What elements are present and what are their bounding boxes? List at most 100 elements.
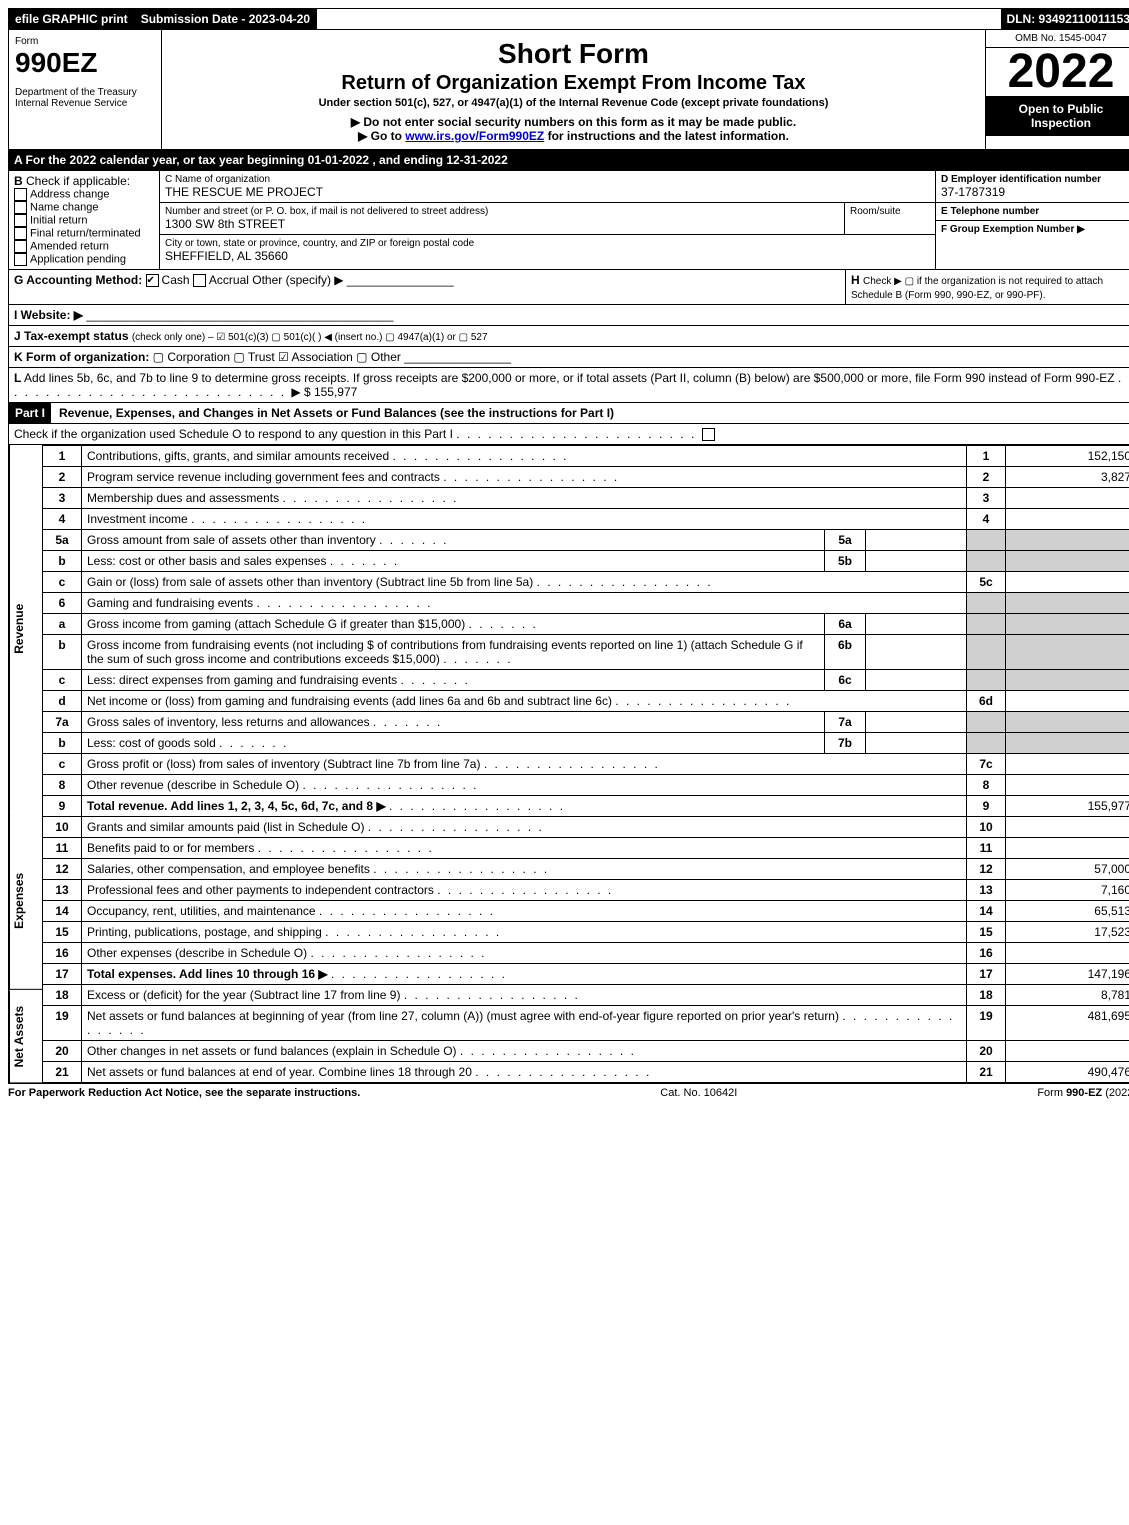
sub-line-number: 5a bbox=[825, 530, 866, 551]
section-h: H Check ▶ ▢ if the organization is not r… bbox=[846, 270, 1129, 304]
line-ref-number: 16 bbox=[967, 943, 1006, 964]
section-b-label: B bbox=[14, 174, 23, 188]
line-desc: Contributions, gifts, grants, and simila… bbox=[82, 446, 967, 467]
line-desc: Gross income from gaming (attach Schedul… bbox=[82, 614, 825, 635]
line-amount: 481,695 bbox=[1006, 1006, 1129, 1041]
line-row: 7aGross sales of inventory, less returns… bbox=[43, 712, 1129, 733]
part-1-header: Part I Revenue, Expenses, and Changes in… bbox=[8, 403, 1129, 424]
checkbox-icon[interactable] bbox=[14, 214, 27, 227]
section-k: K Form of organization: ▢ Corporation ▢ … bbox=[8, 347, 1129, 368]
line-desc: Benefits paid to or for members . . . . … bbox=[82, 838, 967, 859]
line-desc: Gross sales of inventory, less returns a… bbox=[82, 712, 825, 733]
line-ref-number: 1 bbox=[967, 446, 1006, 467]
line-row: 12Salaries, other compensation, and empl… bbox=[43, 859, 1129, 880]
section-j-label: J Tax-exempt status bbox=[14, 329, 129, 343]
section-i-label: I Website: ▶ bbox=[14, 308, 83, 322]
checkbox-icon[interactable] bbox=[14, 201, 27, 214]
header-mid: Short Form Return of Organization Exempt… bbox=[162, 30, 985, 149]
line-number: 8 bbox=[43, 775, 82, 796]
line-desc: Less: cost or other basis and sales expe… bbox=[82, 551, 825, 572]
line-number: a bbox=[43, 614, 82, 635]
section-j-text: (check only one) – ☑ 501(c)(3) ▢ 501(c)(… bbox=[132, 332, 488, 343]
sub-line-amount bbox=[866, 530, 967, 551]
line-desc: Gaming and fundraising events . . . . . … bbox=[82, 593, 967, 614]
short-form-title: Short Form bbox=[168, 38, 979, 70]
line-amount: 8,781 bbox=[1006, 985, 1129, 1006]
irs-link[interactable]: www.irs.gov/Form990EZ bbox=[405, 129, 544, 143]
line-amount-shaded bbox=[1006, 614, 1129, 635]
line-ref-number: 19 bbox=[967, 1006, 1006, 1041]
line-amount-shaded bbox=[1006, 551, 1129, 572]
section-b-item[interactable]: Address change bbox=[14, 188, 154, 201]
line-row: 19Net assets or fund balances at beginni… bbox=[43, 1006, 1129, 1041]
line-row: dNet income or (loss) from gaming and fu… bbox=[43, 691, 1129, 712]
lines-container: Revenue Expenses Net Assets 1Contributio… bbox=[8, 445, 1129, 1083]
checkbox-icon[interactable] bbox=[14, 253, 27, 266]
accrual-checkbox[interactable] bbox=[193, 274, 206, 287]
line-amount: 152,150 bbox=[1006, 446, 1129, 467]
line-ref-number: 15 bbox=[967, 922, 1006, 943]
line-number: c bbox=[43, 670, 82, 691]
line-desc: Net assets or fund balances at end of ye… bbox=[82, 1062, 967, 1083]
line-number: b bbox=[43, 733, 82, 754]
section-g-label: G Accounting Method: bbox=[14, 273, 142, 287]
line-number: 3 bbox=[43, 488, 82, 509]
line-row: aGross income from gaming (attach Schedu… bbox=[43, 614, 1129, 635]
line-number: b bbox=[43, 635, 82, 670]
section-b-item[interactable]: Application pending bbox=[14, 253, 154, 266]
dln-label: DLN: 93492110011153 bbox=[1001, 9, 1129, 29]
section-k-label: K Form of organization: bbox=[14, 350, 149, 364]
section-b-item[interactable]: Final return/terminated bbox=[14, 227, 154, 240]
part-1-checkbox[interactable] bbox=[702, 428, 715, 441]
checkbox-icon[interactable] bbox=[14, 240, 27, 253]
section-d-label: D Employer identification number bbox=[941, 174, 1129, 185]
checkbox-icon[interactable] bbox=[14, 227, 27, 240]
line-amount-shaded bbox=[1006, 530, 1129, 551]
line-ref-number: 17 bbox=[967, 964, 1006, 985]
section-c: C Name of organization THE RESCUE ME PRO… bbox=[160, 171, 936, 269]
line-desc: Total revenue. Add lines 1, 2, 3, 4, 5c,… bbox=[82, 796, 967, 817]
part-1-check-text: Check if the organization used Schedule … bbox=[14, 427, 453, 441]
sub-line-number: 7b bbox=[825, 733, 866, 754]
line-desc: Gross income from fundraising events (no… bbox=[82, 635, 825, 670]
warning-text: ▶ Do not enter social security numbers o… bbox=[168, 115, 979, 129]
line-desc: Other revenue (describe in Schedule O) .… bbox=[82, 775, 967, 796]
footer: For Paperwork Reduction Act Notice, see … bbox=[8, 1083, 1129, 1102]
line-amount bbox=[1006, 509, 1129, 530]
sub-line-amount bbox=[866, 733, 967, 754]
checkbox-icon[interactable] bbox=[14, 188, 27, 201]
line-amount bbox=[1006, 817, 1129, 838]
section-b-item[interactable]: Name change bbox=[14, 201, 154, 214]
section-l-text: Add lines 5b, 6c, and 7b to line 9 to de… bbox=[24, 371, 1115, 385]
section-k-text: ▢ Corporation ▢ Trust ☑ Association ▢ Ot… bbox=[153, 350, 401, 364]
line-amount bbox=[1006, 775, 1129, 796]
line-desc: Less: direct expenses from gaming and fu… bbox=[82, 670, 825, 691]
line-desc: Net assets or fund balances at beginning… bbox=[82, 1006, 967, 1041]
section-e-label: E Telephone number bbox=[941, 206, 1129, 217]
lines-table: 1Contributions, gifts, grants, and simil… bbox=[42, 445, 1129, 1083]
efile-label[interactable]: efile GRAPHIC print bbox=[9, 9, 135, 29]
section-b-item[interactable]: Initial return bbox=[14, 214, 154, 227]
section-l-amount: ▶ $ 155,977 bbox=[291, 385, 357, 399]
line-row: 10Grants and similar amounts paid (list … bbox=[43, 817, 1129, 838]
submission-date: Submission Date - 2023-04-20 bbox=[135, 9, 317, 29]
line-number: 11 bbox=[43, 838, 82, 859]
cash-checkbox[interactable] bbox=[146, 274, 159, 287]
footer-left: For Paperwork Reduction Act Notice, see … bbox=[8, 1087, 360, 1099]
line-ref-number: 2 bbox=[967, 467, 1006, 488]
accrual-label: Accrual bbox=[209, 273, 249, 287]
section-b-item[interactable]: Amended return bbox=[14, 240, 154, 253]
sub-line-number: 5b bbox=[825, 551, 866, 572]
line-ref-number: 10 bbox=[967, 817, 1006, 838]
line-desc: Occupancy, rent, utilities, and maintena… bbox=[82, 901, 967, 922]
line-number: 13 bbox=[43, 880, 82, 901]
line-number: 12 bbox=[43, 859, 82, 880]
line-ref-number: 11 bbox=[967, 838, 1006, 859]
line-desc: Other expenses (describe in Schedule O) … bbox=[82, 943, 967, 964]
line-row: 2Program service revenue including gover… bbox=[43, 467, 1129, 488]
section-l-label: L bbox=[14, 371, 21, 385]
line-amount bbox=[1006, 1041, 1129, 1062]
netassets-side-label: Net Assets bbox=[9, 990, 42, 1083]
cash-label: Cash bbox=[162, 273, 190, 287]
main-title: Return of Organization Exempt From Incom… bbox=[168, 72, 979, 95]
